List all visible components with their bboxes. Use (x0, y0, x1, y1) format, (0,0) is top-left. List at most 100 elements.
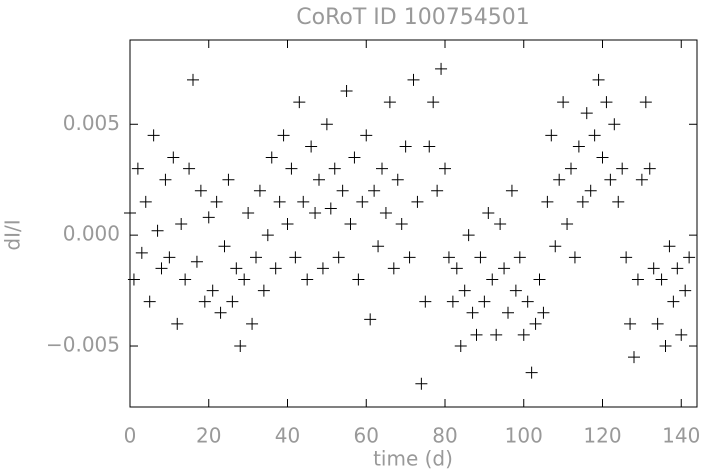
data-point (635, 173, 648, 186)
data-point (462, 229, 475, 242)
data-point (301, 273, 314, 286)
data-point (541, 195, 554, 208)
x-tick-label: 40 (275, 424, 300, 448)
data-point (403, 251, 416, 264)
data-point (482, 206, 495, 219)
data-point (360, 129, 373, 142)
x-tick-label: 0 (124, 424, 137, 448)
data-point (604, 173, 617, 186)
data-point (179, 273, 192, 286)
data-point (293, 96, 306, 109)
data-point (572, 140, 585, 153)
data-point (336, 184, 349, 197)
data-point (171, 317, 184, 330)
data-point (639, 96, 652, 109)
x-axis-label: time (d) (373, 447, 453, 471)
data-point (242, 206, 255, 219)
data-point (537, 306, 550, 319)
data-point (446, 295, 459, 308)
data-point (553, 173, 566, 186)
data-point (135, 246, 148, 259)
data-point (509, 284, 522, 297)
data-point (372, 240, 385, 253)
data-point (631, 273, 644, 286)
data-point (568, 251, 581, 264)
data-point (139, 195, 152, 208)
data-point (253, 184, 266, 197)
data-point (549, 240, 562, 253)
data-point (588, 129, 601, 142)
data-point (175, 218, 188, 231)
data-point (332, 251, 345, 264)
data-point (230, 262, 243, 275)
data-point (285, 162, 298, 175)
data-point (435, 62, 448, 75)
data-point (399, 140, 412, 153)
data-point (576, 195, 589, 208)
data-point (226, 295, 239, 308)
data-point (643, 162, 656, 175)
data-point (525, 366, 538, 379)
data-point (454, 340, 467, 353)
x-tick-label: 80 (432, 424, 457, 448)
data-point (289, 251, 302, 264)
data-point (313, 173, 325, 186)
data-point (545, 129, 558, 142)
data-point (265, 151, 278, 164)
x-tick-label: 60 (354, 424, 379, 448)
data-point (450, 262, 463, 275)
data-point (320, 118, 333, 131)
data-point (502, 306, 514, 319)
y-tick-label: 0.005 (63, 111, 120, 135)
data-point (190, 255, 203, 268)
data-point (478, 295, 491, 308)
data-point (628, 351, 640, 364)
data-point (198, 295, 211, 308)
data-point (442, 251, 455, 264)
x-tick-label: 120 (583, 424, 621, 448)
data-point (490, 328, 503, 341)
data-point (222, 173, 235, 186)
data-point (474, 251, 487, 264)
data-point (419, 295, 432, 308)
data-point (348, 151, 361, 164)
data-point (439, 162, 451, 175)
data-point (423, 140, 436, 153)
data-point (565, 162, 577, 175)
data-point (620, 251, 633, 264)
data-point (305, 140, 318, 153)
data-point (624, 317, 637, 330)
data-point (600, 96, 613, 109)
data-point (167, 151, 180, 164)
data-point (163, 251, 176, 264)
data-point (584, 184, 597, 197)
data-point (250, 251, 262, 264)
data-point (202, 211, 215, 224)
data-point (427, 96, 440, 109)
data-point (679, 284, 692, 297)
data-point (395, 218, 408, 231)
data-point (557, 96, 570, 109)
x-tick-label: 140 (662, 424, 700, 448)
data-point (383, 96, 396, 109)
data-point (155, 262, 168, 275)
x-tick-label: 20 (196, 424, 221, 448)
data-point (234, 340, 247, 353)
data-point (486, 273, 499, 286)
data-point (127, 273, 140, 286)
data-point (187, 73, 199, 86)
data-point (340, 85, 353, 98)
data-point (273, 195, 286, 208)
x-tick-label: 100 (505, 424, 543, 448)
data-point (533, 273, 546, 286)
data-point (517, 328, 530, 341)
data-point (407, 73, 420, 86)
y-axis-label: dI/I (1, 219, 25, 250)
data-point (257, 284, 270, 297)
data-point (651, 317, 664, 330)
data-point (663, 240, 676, 253)
data-point (328, 162, 341, 175)
data-point (466, 306, 479, 319)
data-point (210, 195, 223, 208)
data-point (387, 262, 400, 275)
